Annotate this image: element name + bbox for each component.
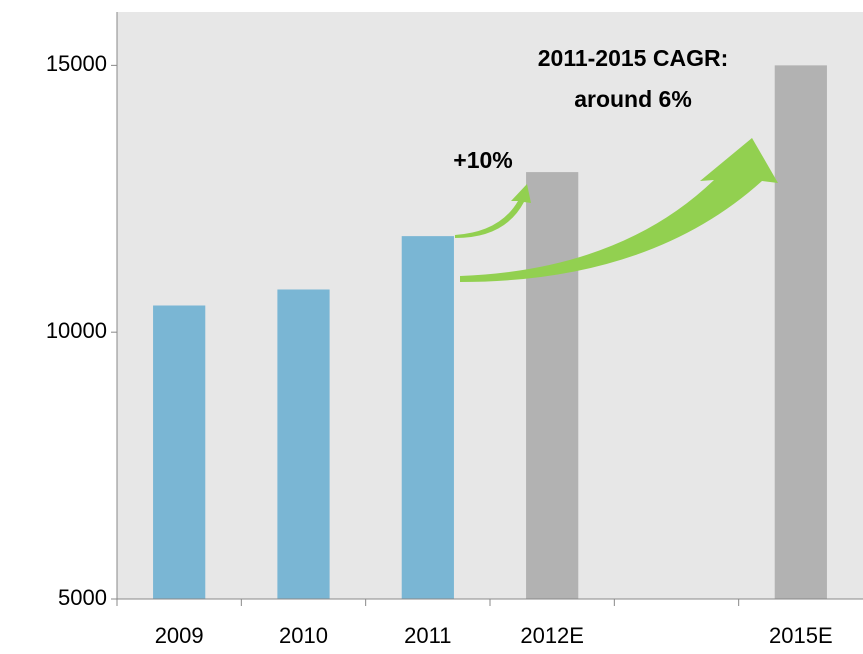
annotation: +10% (453, 147, 512, 173)
y-tick-label: 15000 (46, 51, 107, 76)
y-tick-label: 10000 (46, 318, 107, 343)
bar (401, 236, 454, 600)
bar (774, 65, 827, 599)
bar (277, 289, 330, 599)
arrow-small (455, 184, 531, 238)
plot-area (117, 12, 863, 599)
annotation: 2011-2015 CAGR: (538, 45, 729, 71)
bars (153, 65, 827, 600)
y-tick-label: 5000 (58, 585, 107, 610)
x-tick-label: 2010 (279, 623, 328, 648)
x-tick-label: 2015E (769, 623, 833, 648)
x-tick-label: 2012E (520, 623, 584, 648)
annotation: around 6% (574, 86, 692, 112)
arrow-large (460, 138, 778, 282)
x-tick-label: 2009 (155, 623, 204, 648)
x-tick-label: 2011 (404, 623, 451, 648)
bar (153, 305, 206, 599)
bar (526, 172, 579, 599)
